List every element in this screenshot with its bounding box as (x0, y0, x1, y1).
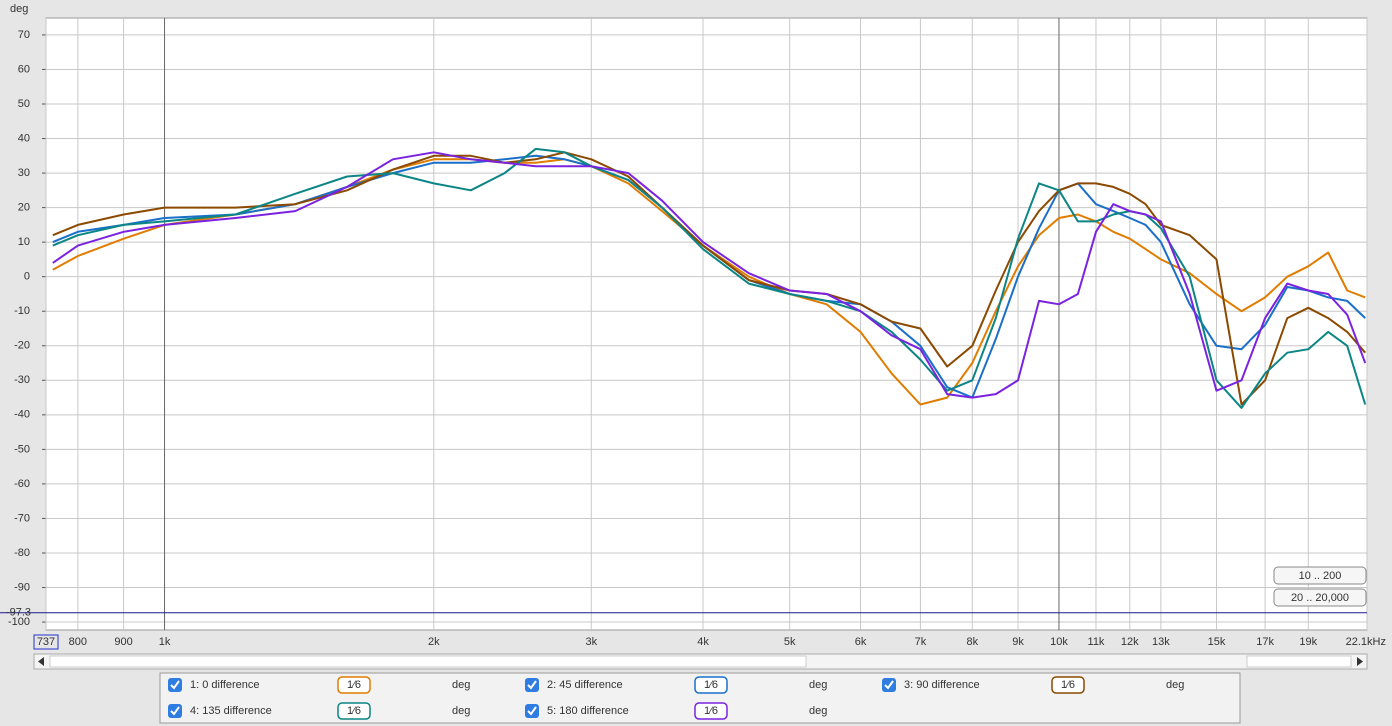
x-tick-label: 9k (1012, 636, 1024, 648)
y-tick-label: -100 (8, 616, 30, 628)
series-line (52, 151, 1366, 406)
x-tick-label: 6k (855, 636, 867, 648)
smoothing-button[interactable] (337, 676, 371, 694)
x-tick-label: 4k (697, 636, 709, 648)
series-line (52, 147, 1367, 409)
smoothing-button[interactable] (1051, 676, 1085, 694)
legend-unit: deg (809, 679, 827, 691)
smoothing-label: 1⁄6 (1061, 679, 1075, 691)
legend-unit: deg (452, 679, 470, 691)
checkmark (170, 680, 180, 690)
y-tick-label: -10 (14, 305, 30, 317)
y-tick-label: 70 (18, 29, 30, 41)
legend-label: 1: 0 difference (190, 679, 260, 691)
series-line (52, 151, 1367, 399)
series-line (52, 154, 1366, 399)
checkmark (527, 706, 537, 716)
y-tick-label: 0 (24, 271, 30, 283)
y-tick-label: 60 (18, 63, 30, 75)
y-tick-label: 30 (18, 167, 30, 179)
y-tick-label: 10 (18, 236, 30, 248)
checkmark (884, 680, 894, 690)
x-tick-label: 22.1kHz (1346, 636, 1386, 648)
y-tick-label: -60 (14, 478, 30, 490)
y-axis-label: deg (10, 3, 28, 15)
x-tick-label: 3k (585, 636, 597, 648)
range-button-label: 20 .. 20,000 (1291, 592, 1349, 604)
x-tick-label: 11k (1088, 636, 1105, 648)
x-tick-label: 900 (114, 636, 132, 648)
y-tick-label: -20 (14, 340, 30, 352)
legend-label: 4: 135 difference (190, 705, 272, 717)
legend-unit: deg (1166, 679, 1184, 691)
checkmark (527, 680, 537, 690)
y-tick-label: -90 (14, 581, 30, 593)
y-tick-label: -40 (14, 409, 30, 421)
y-tick-label: 20 (18, 202, 30, 214)
x-tick-label: 12k (1121, 636, 1139, 648)
smoothing-label: 1⁄6 (704, 705, 718, 717)
x-tick-label: 10k (1050, 636, 1068, 648)
y-tick-label: -30 (14, 374, 30, 386)
smoothing-label: 1⁄6 (347, 705, 361, 717)
scroll-right[interactable] (1357, 657, 1363, 666)
range-button-label: 10 .. 200 (1299, 570, 1342, 582)
cursor-label: -97.3 (6, 607, 31, 619)
smoothing-button[interactable] (694, 702, 728, 720)
legend-unit: deg (452, 705, 470, 717)
y-tick-label: -50 (14, 443, 30, 455)
y-tick-label: 40 (18, 132, 30, 144)
x-tick-label: 2k (428, 636, 440, 648)
x-tick-label: 17k (1256, 636, 1274, 648)
x-tick-label: 15k (1208, 636, 1226, 648)
range-button[interactable] (1273, 566, 1367, 585)
x-tick-label: 13k (1152, 636, 1170, 648)
x-tick-label: 737 (37, 636, 55, 648)
legend-label: 2: 45 difference (547, 679, 623, 691)
x-tick-label: 8k (966, 636, 978, 648)
x-tick-label: 800 (69, 636, 87, 648)
smoothing-button[interactable] (337, 702, 371, 720)
x-tick-label: 1k (159, 636, 171, 648)
y-tick-label: -80 (14, 547, 30, 559)
scroll-thumb[interactable] (49, 655, 807, 668)
legend-unit: deg (809, 705, 827, 717)
x-cursor-box (33, 634, 59, 650)
scroll-left[interactable] (38, 657, 44, 666)
range-button[interactable] (1273, 588, 1367, 607)
checkmark (170, 706, 180, 716)
smoothing-button[interactable] (694, 676, 728, 694)
y-tick-label: 50 (18, 98, 30, 110)
legend-label: 5: 180 difference (547, 705, 629, 717)
x-tick-label: 19k (1299, 636, 1317, 648)
smoothing-label: 1⁄6 (347, 679, 361, 691)
y-tick-label: -70 (14, 512, 30, 524)
plot-area (45, 17, 1368, 631)
smoothing-label: 1⁄6 (704, 679, 718, 691)
legend: 1: 0 difference 1⁄6 deg 2: 45 difference 1⁄6… (168, 676, 1184, 720)
legend-label: 3: 90 difference (904, 679, 980, 691)
scroll-thumb[interactable] (1246, 655, 1352, 668)
x-tick-label: 5k (784, 636, 796, 648)
x-tick-label: 7k (915, 636, 927, 648)
